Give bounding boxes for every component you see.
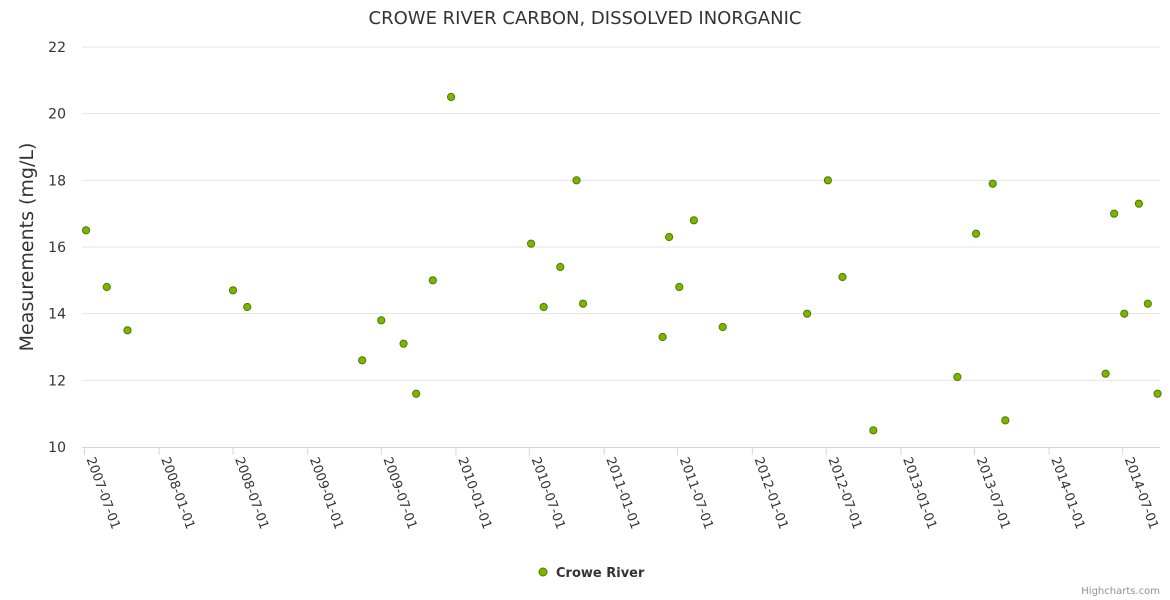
data-point[interactable] [689,216,698,225]
y-tick-label: 16 [48,240,66,256]
data-point[interactable] [1110,209,1119,218]
data-point[interactable] [428,276,437,285]
data-point[interactable] [675,282,684,292]
data-point[interactable] [838,272,847,282]
data-point[interactable] [399,339,408,348]
data-point[interactable] [358,356,367,365]
y-tick-label: 18 [48,173,66,189]
data-point[interactable] [446,92,456,102]
chart-title: CROWE RIVER CARBON, DISSOLVED INORGANIC [369,8,802,29]
data-point[interactable] [1153,389,1162,398]
data-point[interactable] [665,232,674,242]
data-point[interactable] [1001,416,1010,425]
legend-marker-icon[interactable] [538,567,548,577]
y-axis-title: Measurements (mg/L) [16,143,38,352]
data-point[interactable] [823,176,832,185]
data-point[interactable] [412,389,421,398]
data-point[interactable] [539,302,548,312]
y-tick-label: 10 [48,440,66,456]
y-axis-labels: 10 12 14 16 18 20 22 [48,40,66,456]
y-tick-label: 20 [48,107,66,123]
y-tick-label: 12 [48,373,66,389]
data-point[interactable] [572,176,581,185]
data-point[interactable] [869,426,878,435]
data-point[interactable] [102,282,111,292]
grid-lines [82,46,1160,381]
y-tick-label: 22 [48,40,66,56]
data-point[interactable] [81,226,91,235]
data-point[interactable] [953,372,962,382]
data-point[interactable] [243,302,252,312]
data-point[interactable] [123,326,132,335]
data-point[interactable] [988,179,997,188]
data-point[interactable] [556,262,565,272]
data-point[interactable] [1143,299,1152,308]
data-point[interactable] [1134,199,1143,208]
data-point[interactable] [803,309,812,318]
data-point[interactable] [658,332,667,342]
data-point[interactable] [1101,369,1110,378]
data-point[interactable] [377,316,386,325]
y-tick-label: 14 [48,307,66,323]
data-point[interactable] [971,229,981,238]
data-point[interactable] [526,239,536,248]
data-point[interactable] [228,286,238,295]
data-point[interactable] [578,299,588,308]
credits-link[interactable]: Highcharts.com [1081,586,1160,597]
legend-item-crowe-river[interactable]: Crowe River [556,566,645,581]
legend[interactable]: Crowe River [538,566,645,581]
data-point[interactable] [1120,309,1129,318]
data-point[interactable] [718,322,727,332]
series-crowe-river[interactable] [81,92,1162,435]
